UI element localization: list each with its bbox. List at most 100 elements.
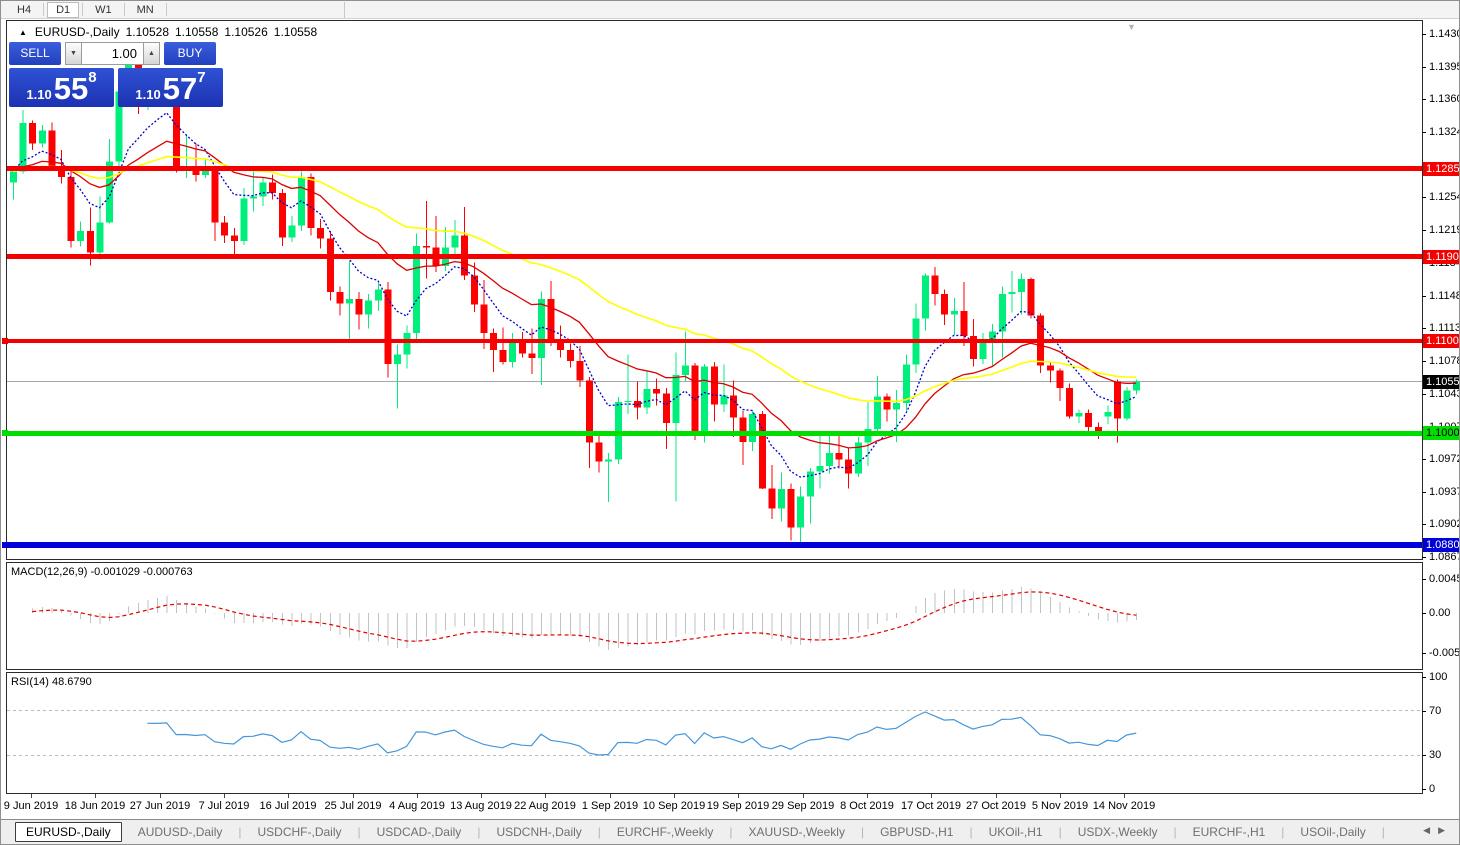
macd-signal-line [32, 591, 1137, 645]
price-tick-mark [1422, 459, 1426, 460]
volume-input[interactable] [82, 42, 143, 65]
price-tick-label: 1.08670 [1429, 551, 1459, 563]
chart-tab-eurchf-weekly[interactable]: EURCHF-,Weekly [616, 825, 714, 839]
sell-button[interactable]: SELL [9, 42, 61, 65]
price-tick-mark [1422, 296, 1426, 297]
rsi-scale-mark [1422, 677, 1426, 678]
date-tick-mark [867, 794, 868, 798]
chart-header: ▲ EURUSD-,Daily 1.10528 1.10558 1.10526 … [19, 25, 317, 39]
tab-separator: | [597, 825, 601, 839]
tab-separator: | [1381, 825, 1385, 839]
level-line-1.10003[interactable] [7, 431, 1422, 436]
volume-increase-button[interactable]: ▲ [143, 42, 160, 65]
price-tick-mark [1422, 492, 1426, 493]
price-pane[interactable] [6, 20, 1423, 560]
trade-panel-toggle-icon[interactable]: ▲ [19, 27, 27, 37]
rsi-label: RSI(14) 48.6790 [11, 676, 92, 688]
macd-scale-mark [1422, 613, 1426, 614]
level-line-1.08800[interactable] [7, 542, 1422, 548]
buy-button[interactable]: BUY [164, 42, 216, 65]
one-click-trade-panel: SELL ▼ ▲ BUY 1.10 55 8 1.10 57 7 [9, 42, 226, 107]
tabs-scroll-right-icon[interactable]: ▶ [1438, 825, 1453, 835]
price-tick-mark [1422, 524, 1426, 525]
tab-separator: | [1058, 825, 1062, 839]
buy-price-pip: 7 [197, 69, 206, 86]
current-price-tag: 1.10558 [1423, 375, 1459, 389]
chart-tab-usdcad-daily[interactable]: USDCAD-,Daily [376, 825, 462, 839]
sell-price-box[interactable]: 1.10 55 8 [9, 68, 114, 107]
tab-separator: | [357, 825, 361, 839]
date-tick-label: 14 Nov 2019 [1092, 800, 1156, 812]
timeframe-button-MN[interactable]: MN [136, 3, 154, 16]
toolbar-separator [123, 3, 125, 16]
level-line-handle[interactable] [2, 542, 8, 548]
date-tick-label: 8 Oct 2019 [840, 800, 894, 812]
date-tick-label: 13 Aug 2019 [450, 800, 512, 812]
buy-price-box[interactable]: 1.10 57 7 [118, 68, 223, 107]
toolbar-separator [82, 3, 84, 16]
toolbar-separator [165, 3, 167, 16]
sell-price-pip: 8 [88, 69, 97, 86]
price-tick-label: 1.11130 [1429, 322, 1459, 334]
tabs-scroll-left-icon[interactable]: ◀ [1423, 825, 1439, 835]
date-tick-label: 4 Aug 2019 [389, 800, 445, 812]
chart-tab-audusd-daily[interactable]: AUDUSD-,Daily [137, 825, 223, 839]
tab-separator: | [1281, 825, 1285, 839]
price-tick-mark [1422, 67, 1426, 68]
date-tick-label: 9 Jun 2019 [3, 800, 59, 812]
date-tick-mark [417, 794, 418, 798]
level-line-handle[interactable] [2, 338, 8, 344]
chart-tab-eurusd-daily[interactable]: EURUSD-,Daily [15, 822, 122, 842]
chart-tab-gbpusd-h1[interactable]: GBPUSD-,H1 [880, 825, 954, 839]
level-line-handle[interactable] [2, 430, 8, 436]
date-tick-label: 18 Jun 2019 [64, 800, 126, 812]
timeframe-button-H4[interactable]: H4 [17, 3, 32, 16]
price-tick-mark [1422, 197, 1426, 198]
date-tick-mark [160, 794, 161, 798]
rsi-scale-mark [1422, 789, 1426, 790]
chart-tab-usdcnh-daily[interactable]: USDCNH-,Daily [496, 825, 582, 839]
chart-tab-usdx-weekly[interactable]: USDX-,Weekly [1077, 825, 1158, 839]
macd-pane[interactable] [6, 562, 1423, 670]
date-tick-mark [738, 794, 739, 798]
chart-tab-ukoil-h1[interactable]: UKOil-,H1 [988, 825, 1043, 839]
ohlc-open: 1.10528 [125, 25, 169, 39]
macd-scale-label: 0.004536 [1429, 573, 1459, 585]
price-tick-label: 1.09020 [1429, 518, 1459, 530]
macd-label: MACD(12,26,9) -0.001029 -0.000763 [11, 566, 193, 578]
tab-separator: | [969, 825, 973, 839]
price-tick-label: 1.10430 [1429, 388, 1459, 400]
level-line-1.12851[interactable] [7, 166, 1422, 171]
price-tick-label: 1.14300 [1429, 28, 1459, 40]
rsi-scale-label: 30 [1429, 749, 1442, 761]
timeframe-button-W1[interactable]: W1 [95, 3, 112, 16]
chart-tab-usdchf-daily[interactable]: USDCHF-,Daily [257, 825, 342, 839]
macd-scale-mark [1422, 653, 1426, 654]
volume-decrease-button[interactable]: ▼ [65, 42, 82, 65]
sell-price-big: 55 [53, 71, 89, 106]
chart-tab-usoil-daily[interactable]: USOil-,Daily [1300, 825, 1366, 839]
buy-price-big: 57 [162, 71, 198, 106]
price-tick-label: 1.12540 [1429, 191, 1459, 203]
moving-average-lines [12, 111, 1137, 478]
price-tick-label: 1.12190 [1429, 224, 1459, 236]
timeframe-button-D1[interactable]: D1 [47, 1, 80, 18]
candlesticks [10, 50, 1141, 546]
date-tick-label: 22 Aug 2019 [514, 800, 576, 812]
rsi-line [147, 711, 1137, 756]
chart-tab-eurchf-h1[interactable]: EURCHF-,H1 [1192, 825, 1266, 839]
rsi-pane[interactable] [6, 672, 1423, 794]
chart-tab-xauusd-weekly[interactable]: XAUUSD-,Weekly [748, 825, 845, 839]
price-tick-mark [1422, 132, 1426, 133]
date-tick-mark [288, 794, 289, 798]
level-line-1.11901[interactable] [7, 254, 1422, 259]
date-tick-label: 10 Sep 2019 [642, 800, 706, 812]
tab-separator: | [860, 825, 865, 839]
level-line-1.11000[interactable] [7, 339, 1422, 343]
sell-price-prefix: 1.10 [26, 87, 52, 102]
price-tick-mark [1422, 557, 1426, 558]
